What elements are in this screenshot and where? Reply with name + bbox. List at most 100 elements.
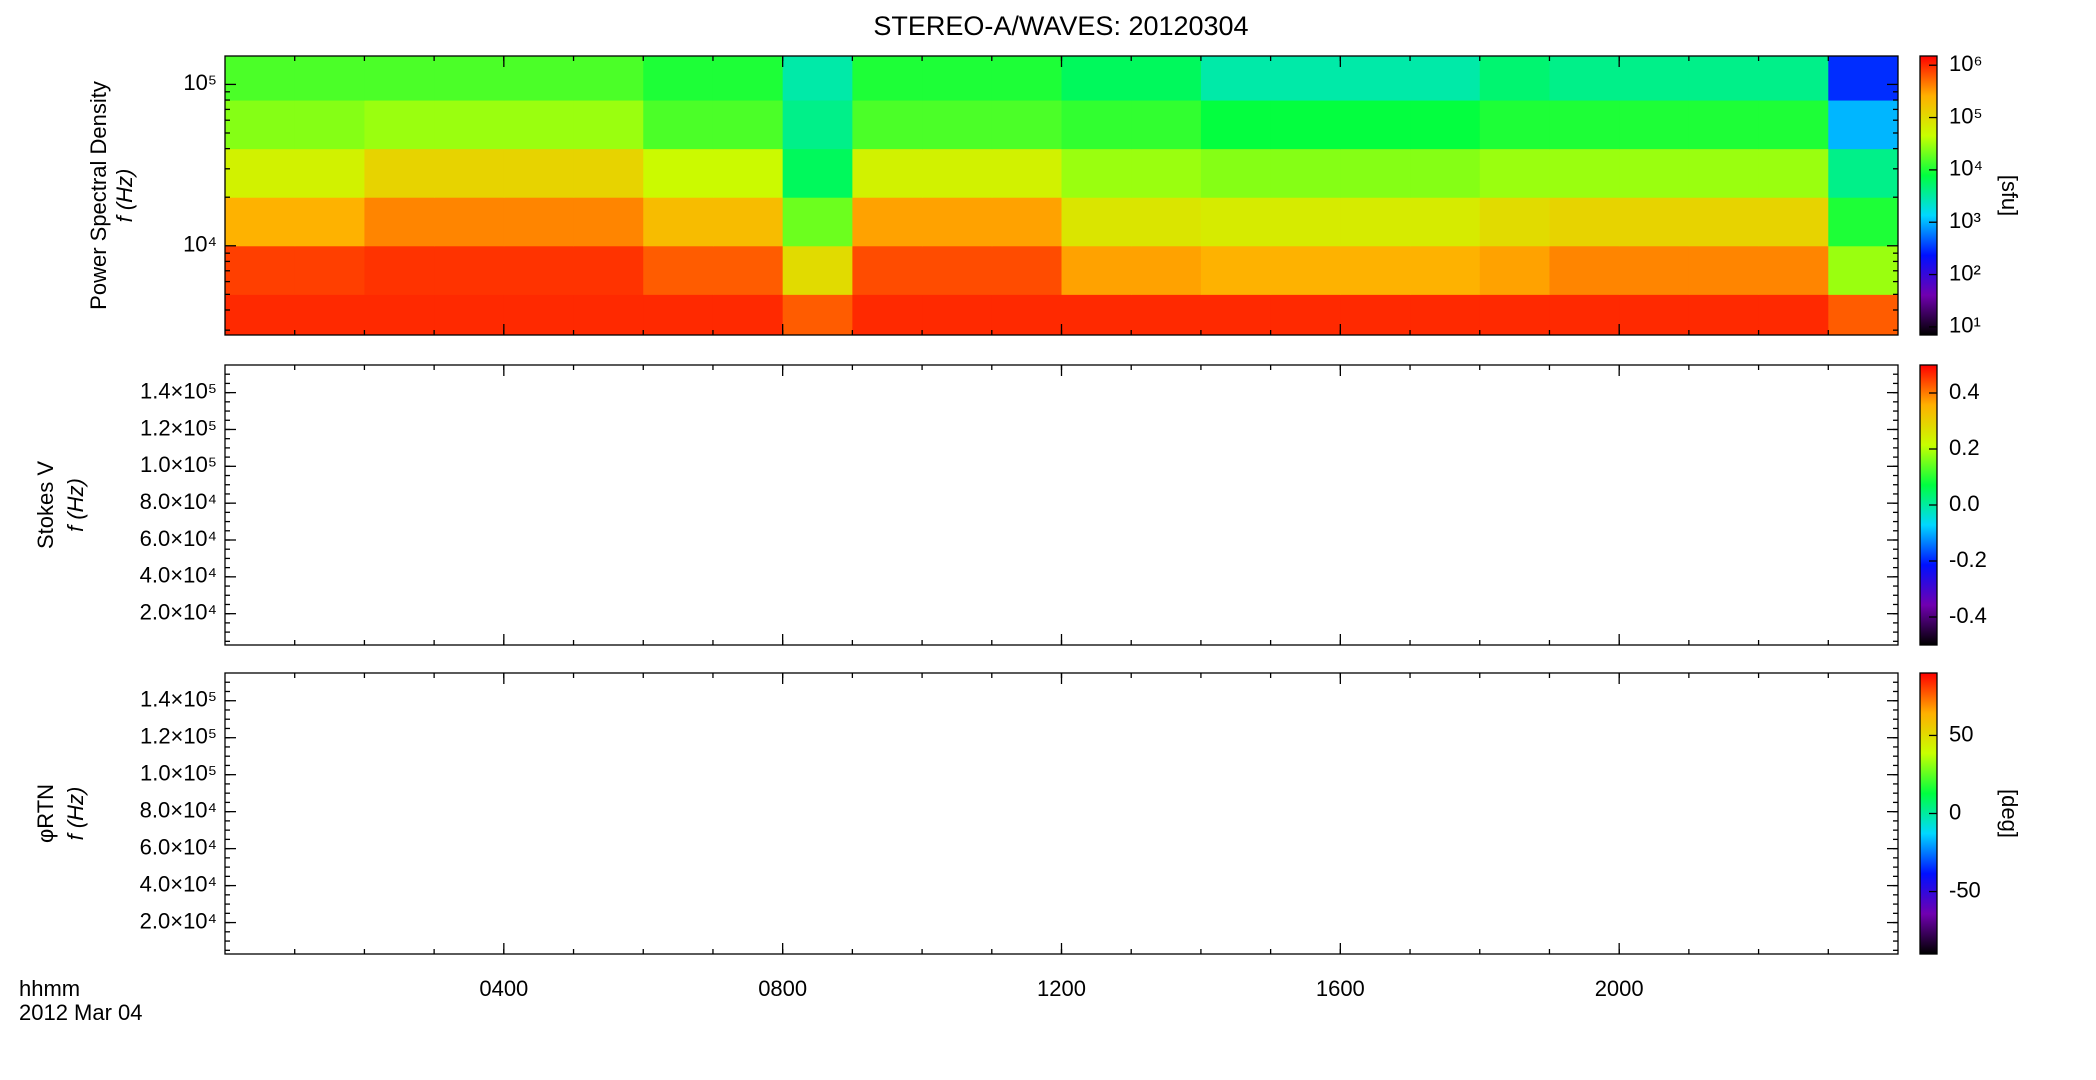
heatmap-cell	[434, 148, 505, 198]
heatmap-cell	[1688, 245, 1760, 295]
y-tick-label: 2.0×10⁴	[140, 599, 217, 624]
heatmap-cell	[1549, 100, 1620, 150]
heatmap-cell	[364, 294, 435, 336]
heatmap-cell	[1549, 56, 1620, 101]
heatmap-cell	[922, 294, 993, 336]
heatmap-cell	[852, 100, 923, 150]
colorbar-tick-label: -0.4	[1949, 603, 1987, 628]
heatmap-cell	[1340, 245, 1411, 295]
heatmap-cell	[1200, 245, 1272, 295]
heatmap-cell	[991, 197, 1062, 247]
y-tick-label: 4.0×10⁴	[140, 563, 217, 588]
heatmap-cell	[1549, 294, 1620, 336]
heatmap-cell	[1758, 148, 1829, 198]
heatmap-cell	[1270, 148, 1341, 198]
heatmap-cell	[852, 197, 923, 247]
y-tick-label: 1.0×10⁵	[140, 760, 217, 785]
heatmap-cell	[364, 197, 435, 247]
heatmap-cell	[1758, 197, 1829, 247]
heatmap-cell	[1619, 197, 1690, 247]
heatmap-cell	[643, 294, 714, 336]
heatmap-cell	[1828, 56, 1899, 101]
heatmap-cell	[1479, 197, 1550, 247]
y-tick-label: 1.4×10⁵	[140, 378, 217, 403]
heatmap-cell	[1549, 148, 1620, 198]
heatmap-cell	[1758, 56, 1829, 101]
y-tick-label: 1.0×10⁵	[140, 452, 217, 477]
heatmap-cell	[712, 100, 784, 150]
y-axis-label: Power Spectral Density	[86, 81, 111, 310]
colorbar-tick-label: 10⁶	[1949, 51, 1983, 76]
heatmap-cell	[573, 197, 644, 247]
colorbar-tick-label: 0.0	[1949, 491, 1980, 516]
heatmap-cell	[1340, 148, 1411, 198]
heatmap-cell	[852, 245, 923, 295]
colorbar-tick-label: 0.4	[1949, 379, 1980, 404]
heatmap-cell	[991, 148, 1062, 198]
x-tick-label: 1200	[1037, 976, 1086, 1001]
heatmap-cell	[852, 56, 923, 101]
x-tick-label: 2000	[1595, 976, 1644, 1001]
y-tick-label: 1.2×10⁵	[140, 415, 217, 440]
colorbar-label: [sfu]	[1997, 175, 2022, 217]
heatmap-cell	[1340, 197, 1411, 247]
heatmap-cell	[573, 245, 644, 295]
heatmap-cell	[1828, 197, 1899, 247]
heatmap-cell	[225, 100, 296, 150]
colorbar-tick-label: 0	[1949, 799, 1961, 824]
heatmap-cell	[573, 294, 644, 336]
x-axis-date: 2012 Mar 04	[19, 1000, 143, 1025]
heatmap-cell	[1270, 100, 1341, 150]
colorbar-tick-label: 10⁴	[1949, 156, 1983, 181]
heatmap-cell	[1758, 245, 1829, 295]
heatmap-cell	[1619, 100, 1690, 150]
heatmap-cell	[225, 245, 296, 295]
colorbar	[1919, 55, 1938, 336]
heatmap-cell	[922, 148, 993, 198]
heatmap-cell	[712, 245, 784, 295]
heatmap-cell	[1200, 197, 1272, 247]
heatmap-cell	[1410, 56, 1481, 101]
heatmap-cell	[991, 100, 1062, 150]
heatmap-cell	[434, 245, 505, 295]
heatmap-cell	[1131, 148, 1202, 198]
heatmap-cell	[782, 197, 853, 247]
heatmap-cell	[1828, 294, 1899, 336]
heatmap-cell	[364, 148, 435, 198]
heatmap-cell	[503, 245, 575, 295]
heatmap-cell	[1061, 197, 1132, 247]
heatmap-cell	[712, 294, 784, 336]
y-tick-label: 10⁴	[183, 232, 217, 257]
heatmap-cell	[1270, 294, 1341, 336]
plot-frame	[224, 672, 1899, 955]
y-axis-label: f (Hz)	[63, 787, 88, 841]
heatmap-cell	[1270, 56, 1341, 101]
colorbar-tick-label: 10²	[1949, 260, 1981, 285]
heatmap-cell	[503, 56, 575, 101]
y-tick-label: 4.0×10⁴	[140, 871, 217, 896]
y-axis-label: f (Hz)	[63, 478, 88, 532]
heatmap-cell	[1200, 100, 1272, 150]
heatmap-cell	[1479, 245, 1550, 295]
heatmap-cell	[991, 245, 1062, 295]
heatmap-cell	[643, 245, 714, 295]
heatmap-cell	[434, 197, 505, 247]
heatmap-cell	[1828, 100, 1899, 150]
heatmap-cell	[1061, 294, 1132, 336]
heatmap-cell	[1270, 245, 1341, 295]
heatmap-cell	[1479, 100, 1550, 150]
heatmap-cell	[225, 56, 296, 101]
colorbar-tick-label: -0.2	[1949, 547, 1987, 572]
heatmap-cell	[1061, 245, 1132, 295]
heatmap-cell	[1340, 294, 1411, 336]
y-tick-label: 8.0×10⁴	[140, 489, 217, 514]
heatmap-cell	[1340, 100, 1411, 150]
heatmap-cell	[434, 56, 505, 101]
x-axis-label: hhmm	[19, 976, 80, 1001]
heatmap-cell	[1828, 245, 1899, 295]
y-axis-label: Stokes V	[33, 461, 58, 549]
heatmap-cell	[1828, 148, 1899, 198]
heatmap-cell	[1688, 294, 1760, 336]
heatmap-cell	[1340, 56, 1411, 101]
